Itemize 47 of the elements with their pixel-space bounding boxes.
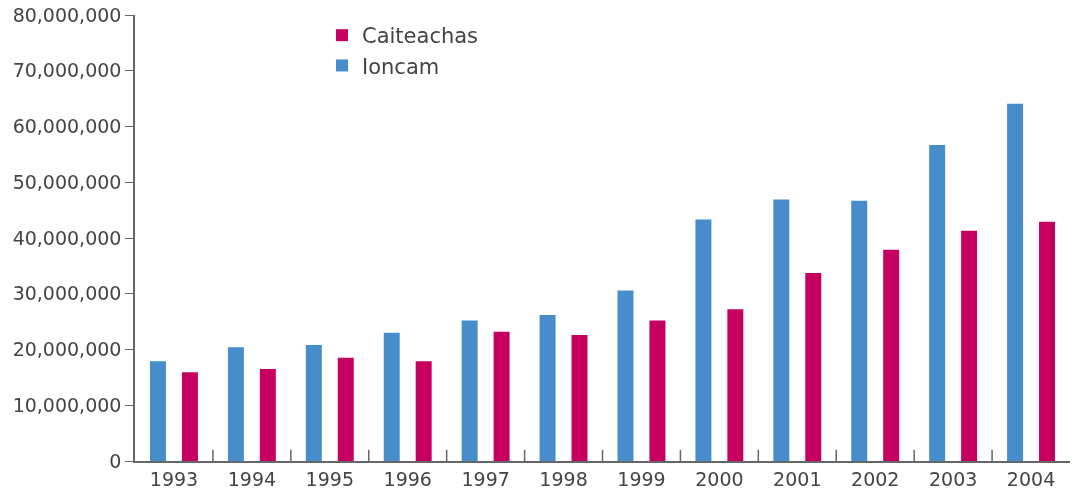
y-tick-label: 40,000,000 [12, 226, 122, 249]
x-tick-label: 1993 [149, 467, 199, 490]
bar [415, 361, 432, 461]
x-tick-label: 2000 [695, 467, 744, 490]
bar [851, 200, 868, 461]
legend-label: Ioncam [362, 54, 440, 79]
bar [539, 314, 556, 461]
y-tick-label: 80,000,000 [12, 3, 122, 26]
bar [337, 357, 354, 461]
x-tick-label: 1995 [305, 467, 354, 490]
bar [227, 347, 244, 461]
bar [259, 369, 276, 461]
y-tick-label: 20,000,000 [12, 338, 122, 361]
x-tick-label: 1994 [227, 467, 277, 490]
y-tick-label: 0 [109, 449, 122, 472]
x-tick-label: 1996 [383, 467, 432, 490]
bar [773, 199, 790, 461]
y-tick-label: 30,000,000 [12, 282, 122, 305]
x-tick-label: 2004 [1006, 467, 1056, 490]
bar [929, 144, 946, 461]
y-tick-label: 70,000,000 [12, 59, 122, 82]
bar [571, 335, 588, 461]
bar [150, 361, 166, 461]
x-tick-label: 2001 [773, 467, 822, 490]
y-tick-label: 10,000,000 [12, 393, 122, 416]
bar [305, 345, 322, 461]
x-tick-label: 1998 [539, 467, 588, 490]
y-tick-label: 50,000,000 [12, 170, 122, 193]
x-tick-label: 2003 [928, 467, 978, 490]
bar [1039, 221, 1055, 461]
x-tick-label: 1997 [461, 467, 510, 490]
x-tick-label: 2002 [851, 467, 900, 490]
y-tick-label: 60,000,000 [12, 115, 122, 138]
legend-label: Caiteachas [362, 24, 479, 49]
bar [493, 331, 510, 461]
bar [649, 320, 666, 461]
bar [461, 320, 478, 461]
bar [883, 249, 900, 461]
bar [1007, 103, 1024, 461]
bar [181, 372, 198, 461]
x-tick-label: 1999 [617, 467, 666, 490]
bar [695, 219, 712, 461]
bar [383, 332, 400, 461]
bar [961, 230, 978, 461]
bar [617, 290, 634, 461]
bar [805, 273, 822, 461]
bar [727, 309, 744, 461]
